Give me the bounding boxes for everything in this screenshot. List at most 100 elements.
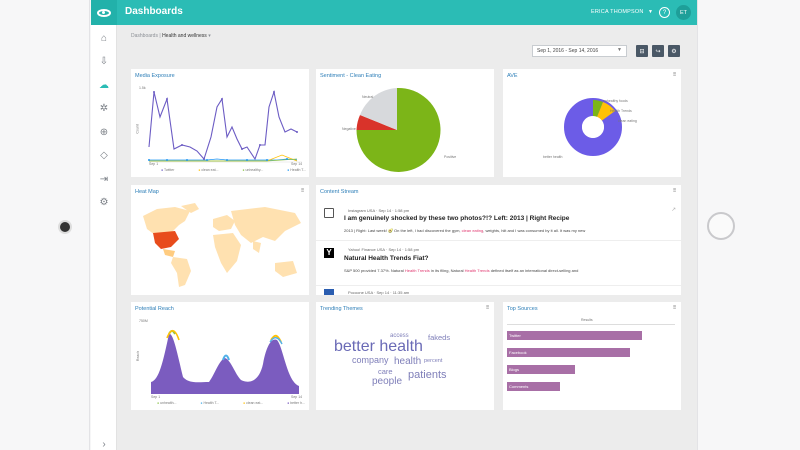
card-title: Media Exposure [135,73,175,79]
source-bar-label: Twitter [509,333,521,338]
content-stream-card: Content Stream ⩩ Instagram USA · Sep 14 … [316,185,681,295]
filter-icon[interactable]: ⩩ [673,188,676,194]
app-screen: Dashboards ERICA THOMPSON ▼ ? ET ⌂ ⇩ ☁ ✲… [91,0,697,450]
legend-item[interactable]: ● clean eat... [198,168,219,172]
dashboard-cloud-icon[interactable]: ☁ [99,80,109,91]
word-cloud-term[interactable]: better health [334,338,423,355]
card-title: Top Sources [507,306,538,312]
source-bar[interactable]: Blogs [507,365,575,374]
sentiment-pie-chart [356,87,441,172]
source-bar-label: Blogs [509,367,520,372]
legend-item[interactable]: ● Health T... [200,401,220,405]
chart-legend: ● Twitter ● clean eat... ● unhealthy... … [161,168,306,172]
search-analytics-icon[interactable]: ⊕ [99,127,109,138]
save-dashboard-button[interactable]: ⊟ [636,45,648,57]
gear-icon[interactable]: ⚙ [99,197,109,208]
tag-icon[interactable]: ◇ [100,150,108,161]
content-body: S&P 500 provided 7.37%. Natural Health T… [344,268,579,273]
legend-item[interactable]: ● clean eat... [243,401,264,405]
word-cloud-term[interactable]: access [390,333,409,339]
side-nav: ⌂ ⇩ ☁ ✲ ⊕ ◇ ⇥ ⚙ › [91,25,117,450]
avatar[interactable]: ET [676,5,691,20]
source-bar[interactable]: Twitter [507,331,642,340]
content-title[interactable]: Natural Health Trends Fiat? [344,255,429,262]
chevron-down-icon[interactable]: ▾ [208,33,211,39]
inbox-icon[interactable]: ⇩ [99,56,109,67]
filter-icon[interactable]: ⩩ [486,305,489,311]
help-button[interactable]: ? [659,7,670,18]
legend-item[interactable]: ● better h... [287,401,305,405]
page-title: Dashboards [125,6,183,17]
source-bar-label: Facebook [509,350,527,355]
source-bar[interactable]: Facebook [507,348,630,357]
axis-line [507,324,675,325]
y-axis-label: Count [135,124,140,134]
settings-button[interactable]: ⚙ [668,45,680,57]
external-link-icon[interactable]: ↗ [671,207,676,213]
content-meta: Instagram USA · Sep 14 · 1:58 pm [348,208,410,213]
chevron-down-icon[interactable]: ▼ [617,47,622,53]
content-meta: Yahoo! Finance USA · Sep 14 · 1:58 pm [348,247,420,252]
breadcrumb-parent[interactable]: Dashboards [131,33,158,39]
donut-label: clean eating [618,119,637,123]
pie-label-negative: Negative [342,127,356,131]
ave-card: AVE ⩩ unhealthy foods Health Trends clea… [503,69,681,177]
logo-icon[interactable] [91,0,117,25]
legend-item[interactable]: ● unhealthy... [242,168,264,172]
x-tick-label: Sep 1 [149,162,159,166]
chevron-down-icon[interactable]: ▼ [648,9,653,15]
word-cloud-term[interactable]: health [394,356,422,367]
source-bar-label: Comments [509,384,529,389]
tablet-bezel-left [0,0,90,450]
home-icon[interactable]: ⌂ [100,33,108,44]
filter-icon[interactable]: ⩩ [301,188,304,194]
potential-reach-card: Potential Reach 750M Reach Sep 1 Sep 14 … [131,302,309,410]
y-axis-label: Reach [136,350,141,362]
card-title: Content Stream [320,189,359,195]
x-tick-label: Sep 14 [291,395,303,399]
content-item[interactable]: Pocoone USA · Sep 14 · 11:35 am [316,287,681,295]
y-tick-label: 750M [139,319,148,323]
date-range-select[interactable]: Sep 1, 2016 - Sep 14, 2016 [532,45,627,57]
export-icon[interactable]: ⇥ [99,174,109,185]
home-button-icon [707,212,735,240]
legend-item[interactable]: ● Health T... [287,168,306,172]
user-menu[interactable]: ERICA THOMPSON [591,9,644,15]
chart-legend: ● unhealth... ● Health T... ● clean eat.… [157,401,305,405]
word-cloud-term[interactable]: company [352,355,389,365]
media-exposure-chart [148,89,302,163]
heat-map-card: Heat Map ⩩ [131,185,309,295]
source-logo-icon [324,289,334,295]
potential-reach-chart [151,329,299,394]
card-title: Potential Reach [135,306,174,312]
top-bar: Dashboards ERICA THOMPSON ▼ ? ET [91,0,697,25]
content-item[interactable]: Y Yahoo! Finance USA · Sep 14 · 1:58 pm … [316,242,681,286]
filter-icon[interactable]: ⩩ [673,305,676,311]
word-cloud-term[interactable]: people [372,376,403,387]
word-cloud-term[interactable]: patients [408,369,447,381]
share-button[interactable]: ↪ [652,45,664,57]
word-cloud-term[interactable]: fakeds [428,333,451,342]
y-tick-label: 1.5k [139,86,146,90]
source-bar[interactable]: Comments [507,382,560,391]
card-title: AVE [507,73,518,79]
legend-item[interactable]: ● unhealth... [157,401,177,405]
filter-icon[interactable]: ⩩ [673,72,676,78]
breadcrumb-current[interactable]: Health and wellness [162,33,207,39]
top-sources-card: Top Sources ⩩ Results Twitter Facebook Blo… [503,302,681,410]
word-cloud-term[interactable]: care [378,367,393,376]
donut-label: Health Trends [610,109,632,113]
x-tick-label: Sep 1 [151,395,161,399]
word-cloud-term[interactable]: percent [424,358,443,364]
content-title[interactable]: I am genuinely shocked by these two phot… [344,215,570,222]
donut-label: better health [543,155,563,159]
chevron-right-icon[interactable]: › [102,439,106,450]
breadcrumb: Dashboards | Health and wellness ▾ [131,33,211,39]
donut-label: unhealthy foods [603,99,628,103]
legend-item[interactable]: ● Twitter [161,168,175,172]
content-item[interactable]: Instagram USA · Sep 14 · 1:58 pm I am ge… [316,203,681,241]
network-icon[interactable]: ✲ [99,103,109,114]
pie-label-positive: Positive [444,155,457,159]
breadcrumb-separator: | [159,33,161,39]
